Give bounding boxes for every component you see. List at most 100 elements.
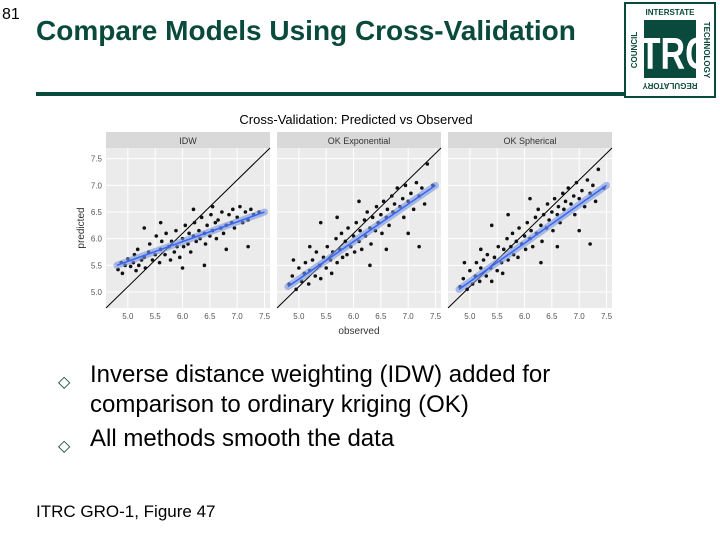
- data-point: [566, 186, 571, 190]
- data-point: [209, 212, 213, 217]
- data-point: [178, 255, 182, 260]
- logo-text-top: INTERSTATE: [645, 8, 695, 17]
- data-point: [314, 250, 319, 254]
- data-point: [533, 215, 538, 220]
- data-point: [246, 244, 250, 249]
- data-point: [577, 228, 581, 233]
- logo-text-left: COUNCIL: [630, 32, 639, 69]
- data-point: [580, 188, 584, 193]
- data-point: [168, 258, 173, 262]
- data-point: [334, 236, 338, 241]
- x-tick-label: 6.0: [519, 312, 531, 321]
- data-point: [477, 279, 482, 284]
- y-tick-label: 7.5: [91, 155, 103, 164]
- data-point: [346, 226, 350, 230]
- facet-label: IDW: [179, 136, 197, 146]
- data-point: [593, 199, 598, 204]
- data-point: [243, 210, 248, 214]
- data-point: [232, 226, 237, 230]
- x-tick-label: 7.5: [601, 312, 613, 321]
- data-point: [411, 207, 416, 212]
- y-tick-label: 6.0: [91, 235, 103, 244]
- data-point: [120, 271, 125, 276]
- data-point: [379, 212, 383, 217]
- data-point: [509, 244, 513, 249]
- data-point: [318, 220, 323, 225]
- bullet-list: ◇ Inverse distance weighting (IDW) added…: [58, 360, 638, 458]
- data-point: [395, 186, 400, 190]
- x-tick-label: 6.5: [204, 312, 216, 321]
- x-axis-label: observed: [338, 326, 379, 337]
- y-axis-label: predicted: [76, 207, 87, 248]
- data-point: [370, 215, 375, 220]
- data-point: [137, 263, 141, 268]
- data-point: [147, 242, 152, 246]
- data-point: [352, 250, 357, 254]
- data-point: [142, 226, 147, 230]
- data-point: [187, 231, 191, 236]
- data-point: [143, 266, 148, 270]
- data-point: [422, 202, 427, 206]
- data-point: [308, 244, 312, 249]
- y-tick-label: 7.0: [91, 181, 103, 190]
- data-point: [402, 215, 406, 220]
- data-point: [203, 242, 208, 246]
- data-point: [552, 196, 557, 201]
- data-point: [555, 244, 560, 249]
- data-point: [510, 231, 515, 236]
- data-point: [158, 220, 163, 225]
- y-tick-label: 5.0: [91, 288, 103, 297]
- x-tick-label: 5.0: [464, 312, 476, 321]
- data-point: [181, 244, 186, 249]
- data-point: [539, 260, 543, 265]
- data-point: [362, 218, 367, 222]
- data-point: [180, 266, 185, 270]
- data-point: [536, 207, 540, 212]
- data-point: [545, 202, 550, 206]
- data-point: [306, 282, 311, 286]
- data-point: [514, 239, 519, 244]
- data-point: [484, 274, 489, 278]
- data-point: [358, 228, 362, 233]
- data-point: [150, 258, 155, 262]
- data-point: [492, 255, 497, 260]
- bullet-item: ◇ All methods smooth the data: [58, 424, 638, 455]
- data-point: [385, 207, 390, 212]
- data-point: [164, 231, 168, 236]
- data-point: [392, 202, 397, 206]
- facet-strip: [106, 132, 270, 148]
- data-point: [381, 199, 386, 204]
- data-point: [135, 247, 140, 252]
- source-citation: ITRC GRO-1, Figure 47: [36, 502, 216, 521]
- data-point: [157, 260, 162, 265]
- fit-line: [116, 211, 265, 267]
- data-point: [339, 231, 344, 236]
- data-point: [573, 212, 577, 217]
- data-point: [345, 252, 349, 257]
- cross-validation-chart: Cross-Validation: Predicted vs Observed p…: [76, 112, 613, 337]
- y-tick-label: 6.5: [91, 208, 103, 217]
- data-point: [516, 255, 520, 260]
- data-point: [290, 274, 295, 278]
- data-point: [585, 178, 590, 182]
- x-tick-label: 5.5: [492, 312, 504, 321]
- data-point: [481, 258, 486, 262]
- x-tick-label: 5.0: [293, 312, 305, 321]
- bullet-item: ◇ Inverse distance weighting (IDW) added…: [58, 360, 638, 420]
- facet-label: OK Spherical: [503, 136, 556, 146]
- data-point: [569, 202, 573, 206]
- data-point: [365, 210, 370, 214]
- title-underline: [36, 92, 624, 96]
- data-point: [324, 266, 328, 270]
- data-point: [556, 204, 561, 209]
- data-point: [406, 231, 411, 236]
- data-point: [359, 247, 364, 252]
- data-point: [238, 204, 242, 209]
- x-tick-label: 6.5: [375, 312, 387, 321]
- data-point: [495, 268, 500, 273]
- data-point: [159, 239, 164, 244]
- data-point: [582, 204, 587, 209]
- data-point: [561, 191, 565, 196]
- x-tick-label: 6.5: [546, 312, 558, 321]
- data-point: [340, 255, 345, 260]
